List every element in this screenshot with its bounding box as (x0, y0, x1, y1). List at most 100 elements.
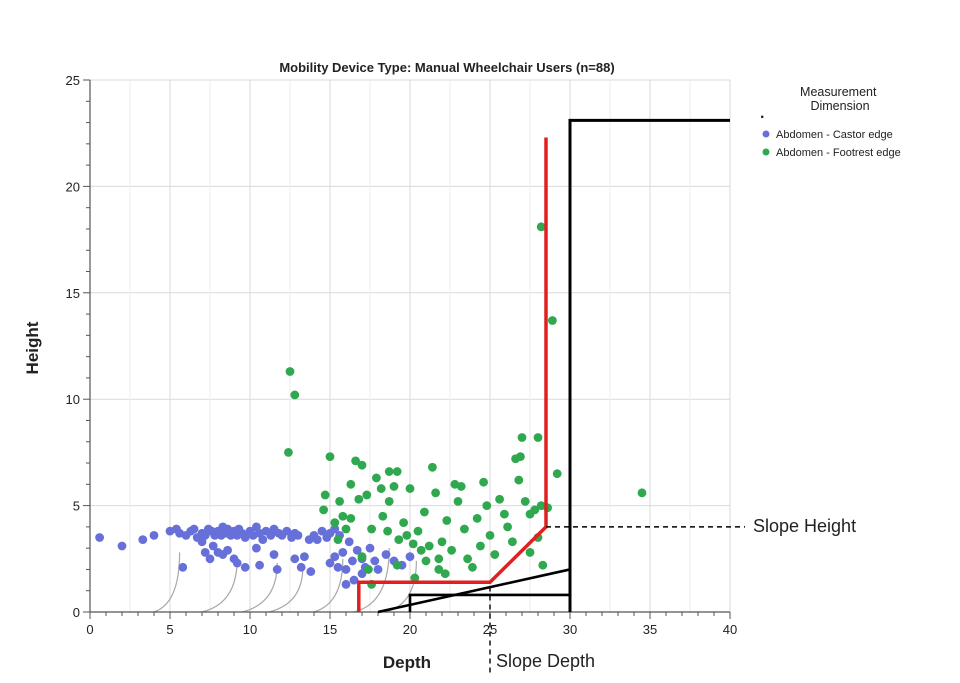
castor-edge-point (330, 552, 340, 562)
castor-edge-point (240, 562, 250, 572)
slope-line (377, 568, 571, 614)
footrest-edge-point (476, 541, 485, 551)
footrest-edge-point (346, 513, 356, 523)
legend-title: Measurement Dimension (800, 85, 880, 113)
footrest-edge-point (514, 475, 524, 485)
footrest-edge-point (442, 516, 452, 525)
legend-marker: . (760, 105, 764, 122)
footrest-edge-point (456, 482, 466, 491)
x-axis-label: Depth (383, 653, 431, 672)
footrest-edge-point (495, 494, 504, 504)
castor-edge-point (352, 545, 362, 555)
footrest-edge-point (383, 526, 392, 536)
castor-edge-point (282, 526, 292, 536)
y-tick-label: 25 (66, 73, 80, 88)
footrest-edge-point (637, 488, 647, 498)
footrest-edge-point (384, 496, 394, 506)
castor-edge-point (357, 569, 367, 579)
castor-edge-point (178, 562, 188, 572)
legend-entry-castor: Abdomen - Castor edge (776, 129, 893, 141)
footrest-edge-point (517, 433, 527, 442)
castor-edge-point (269, 550, 279, 559)
footrest-edge-point (420, 507, 429, 517)
castor-edge-point (138, 535, 148, 545)
footrest-edge-point (290, 390, 300, 400)
footrest-edge-point (285, 367, 295, 376)
footrest-edge-point (357, 552, 367, 562)
grid (89, 79, 731, 613)
castor-edge-point (373, 565, 383, 574)
footrest-edge-point (472, 513, 482, 523)
y-tick-label: 15 (66, 286, 80, 301)
slope-height-label: Slope Height (753, 516, 856, 536)
y-axis-label: Height (23, 321, 42, 374)
castor-edge-point (312, 535, 322, 545)
trajectory-arc (313, 558, 344, 613)
footrest-edge-point (490, 550, 500, 559)
x-tick-label: 5 (166, 622, 173, 637)
castor-edge-point (208, 541, 218, 551)
footrest-edge-point (402, 530, 412, 540)
x-tick-label: 30 (563, 622, 577, 637)
castor-edge-point (290, 554, 300, 564)
footrest-edge-point (533, 433, 543, 442)
castor-edge-point (341, 579, 351, 589)
castor-edge-point (293, 530, 303, 540)
footrest-edge-point (354, 494, 364, 504)
footrest-edge-point (538, 560, 548, 570)
castor-edge-point (240, 533, 250, 542)
black-boundary-line (568, 118, 730, 612)
footrest-edge-point (453, 496, 463, 506)
footrest-edge-point (416, 545, 426, 555)
footrest-edge-point (434, 565, 444, 574)
footrest-edge-point (482, 501, 492, 510)
castor-edge-point (341, 565, 351, 574)
footrest-edge-point (516, 452, 525, 462)
footrest-edge-point (447, 545, 456, 555)
y-tick-label: 5 (73, 499, 80, 514)
castor-edge-point (405, 552, 415, 562)
footrest-edge-point (372, 473, 381, 483)
castor-edge-point (252, 543, 261, 553)
footrest-edge-point (338, 511, 348, 521)
y-tick-label: 20 (66, 179, 80, 194)
legend-title-line-1: Measurement (800, 85, 877, 99)
x-tick-labels: 0 5 10 15 20 25 30 35 40 (86, 622, 737, 637)
footrest-edge-point (536, 222, 546, 232)
castor-edge-point (95, 533, 104, 542)
castor-edge-point (348, 556, 357, 566)
trajectory-arc (353, 548, 390, 613)
footrest-edge-point (346, 479, 356, 489)
footrest-edge-point (503, 522, 512, 532)
footrest-edge-point (392, 467, 402, 476)
castor-edge-point (232, 558, 242, 568)
legend: . Measurement Dimension Abdomen - Castor… (760, 85, 901, 159)
footrest-edge-point (341, 524, 351, 534)
footrest-edge-point (508, 537, 517, 547)
y-tick-labels: 0 5 10 15 20 25 (66, 73, 80, 620)
footrest-edge-point (376, 484, 386, 493)
footrest-edge-point (284, 448, 293, 457)
castor-edge-point (330, 524, 340, 534)
footrest-edge-point (413, 526, 423, 536)
footrest-edge-point (552, 469, 562, 479)
castor-edge-point (306, 567, 316, 576)
footrest-edge-point (333, 535, 343, 545)
castor-edge-point (349, 575, 359, 585)
castor-edge-point (200, 548, 210, 557)
chart-title: Mobility Device Type: Manual Wheelchair … (279, 60, 614, 75)
castor-edge-point (333, 562, 343, 572)
footrest-edge-point (389, 482, 399, 491)
footrest-edge-point (479, 477, 488, 487)
castor-edge-point (300, 552, 309, 562)
footrest-edge-point (357, 460, 367, 470)
footrest-edge-point (548, 316, 557, 325)
footrest-edge-point (325, 452, 335, 462)
footrest-edge-point (520, 496, 530, 506)
footrest-edge-point (530, 505, 540, 515)
x-tick-label: 0 (86, 622, 93, 637)
y-tick-label: 10 (66, 392, 80, 407)
footrest-edge-point (434, 554, 444, 564)
footrest-edge-point (364, 565, 373, 574)
